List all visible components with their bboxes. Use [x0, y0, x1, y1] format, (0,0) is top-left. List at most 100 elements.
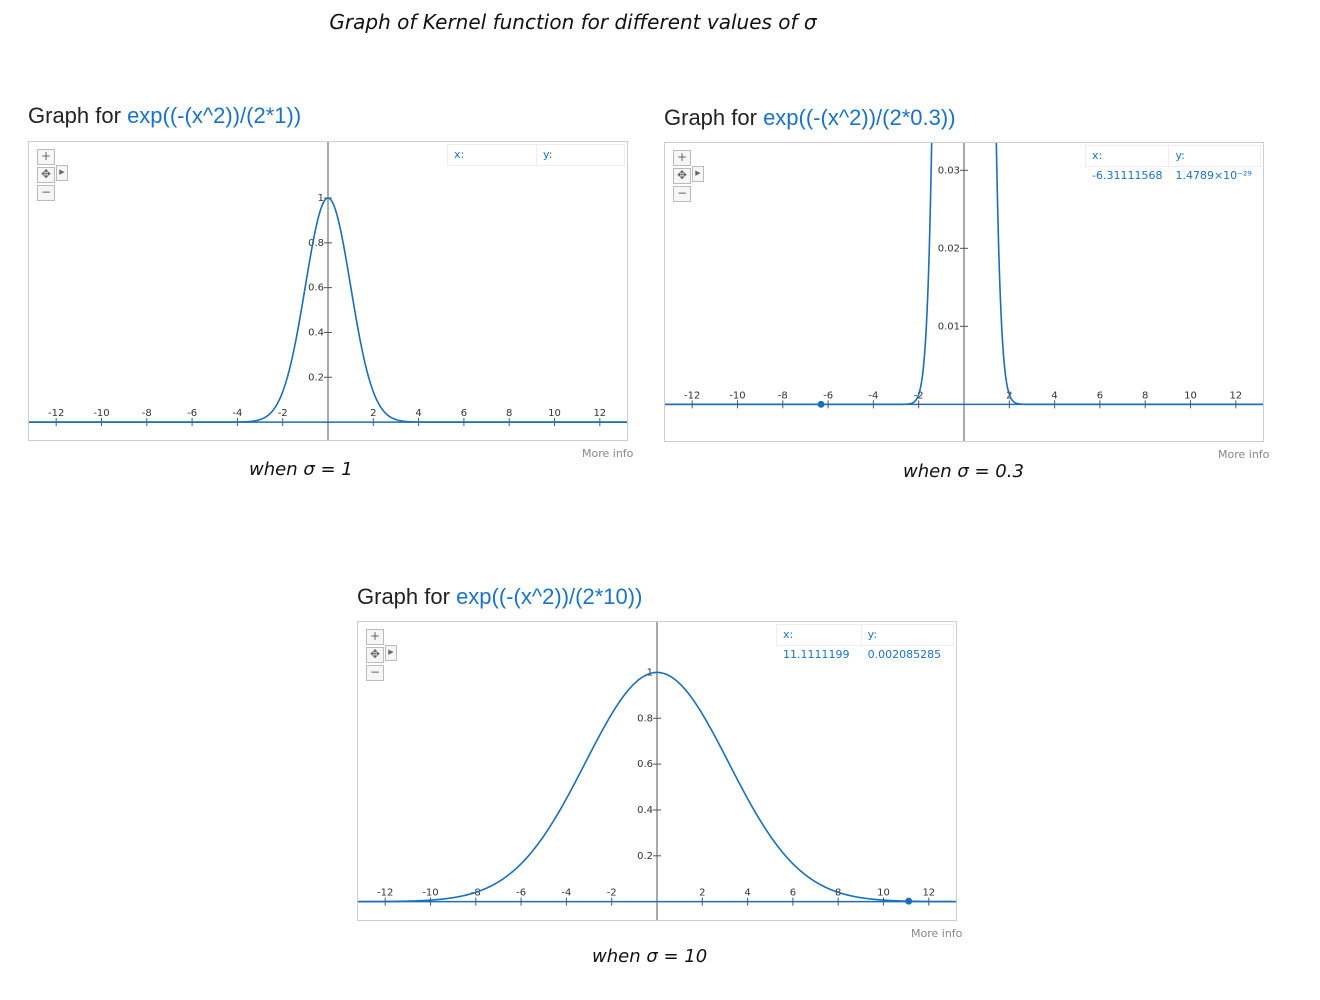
kernel-curve	[665, 143, 1263, 406]
y-tick-label: 1	[318, 193, 324, 204]
x-tick-label: 6	[461, 408, 467, 419]
x-tick-label: -12	[377, 888, 393, 899]
x-tick-label: -12	[48, 408, 64, 419]
x-tick-label: -4	[232, 408, 242, 419]
graph-title-prefix: Graph for	[357, 584, 450, 609]
x-tick-label: -10	[422, 888, 438, 899]
graph-panel-3[interactable]: -12 -10 -8 -6 -4 -2 2 4 6 8 10 12 0.2 0.4 0.6 0.8 1 + ✥ …	[357, 621, 957, 921]
plus-icon: +	[676, 150, 688, 164]
pan-button[interactable]: ✥	[673, 168, 691, 184]
zoom-out-button[interactable]: −	[366, 665, 384, 681]
graph-expression-link[interactable]: exp((-(x^2))/(2*10))	[456, 584, 643, 609]
x-tick-label: 8	[1142, 390, 1148, 401]
zoom-in-button[interactable]: +	[673, 150, 691, 166]
graph-title-prefix: Graph for	[28, 103, 121, 128]
y-tick-label: 0.4	[308, 327, 324, 338]
y-tick-label: 0.03	[938, 165, 960, 176]
graph-title-2: Graph for exp((-(x^2))/(2*0.3))	[664, 105, 956, 131]
x-tick-label: 10	[877, 888, 890, 899]
coordinate-readout: x: y:	[447, 144, 625, 166]
x-tick-label: -2	[278, 408, 288, 419]
plus-icon: +	[369, 629, 381, 643]
x-tick-label: -4	[561, 888, 571, 899]
zoom-controls: + ✥ ▶ −	[37, 149, 68, 203]
zoom-controls: + ✥ ▶ −	[673, 150, 704, 204]
graph-title-prefix: Graph for	[664, 105, 757, 130]
hover-marker	[817, 400, 825, 408]
graph-panel-2[interactable]: -12 -10 -8 -6 -4 -2 2 4 6 8 10 12 0.01 0.02 0.03 + ✥ ▶…	[664, 142, 1264, 442]
x-tick-label: 10	[548, 408, 561, 419]
x-tick-label: 12	[922, 888, 935, 899]
zoom-out-button[interactable]: −	[673, 186, 691, 202]
zoom-out-button[interactable]: −	[37, 185, 55, 201]
x-tick-label: -6	[187, 408, 197, 419]
move-icon: ✥	[676, 168, 688, 182]
coordinate-readout: x: -6.31111568 y: 1.4789×10⁻²⁹	[1085, 145, 1261, 182]
x-tick-label: 10	[1184, 390, 1197, 401]
chart-svg-3[interactable]: -12 -10 -8 -6 -4 -2 2 4 6 8 10 120.20.40.60.81	[358, 622, 956, 920]
x-tick-label: 4	[744, 888, 750, 899]
more-info-link[interactable]: More info	[911, 927, 963, 940]
graph-expression-link[interactable]: exp((-(x^2))/(2*0.3))	[763, 105, 956, 130]
y-tick-label: 0.2	[637, 851, 653, 862]
x-tick-label: -10	[729, 390, 745, 401]
readout-x: x: 11.1111199	[777, 625, 862, 661]
pan-button[interactable]: ✥	[37, 167, 55, 183]
y-tick-label: 0.01	[938, 321, 960, 332]
chevron-right-icon: ▶	[388, 649, 394, 656]
chart-svg-2[interactable]: -12 -10 -8 -6 -4 -2 2 4 6 8 10 120.010.020.03	[665, 143, 1263, 441]
readout-x: x: -6.31111568	[1086, 146, 1170, 182]
y-tick-label: 0.6	[308, 283, 324, 294]
zoom-controls: + ✥ ▶ −	[366, 629, 397, 683]
coordinate-readout: x: 11.1111199 y: 0.002085285	[776, 624, 954, 661]
graph-expression-link[interactable]: exp((-(x^2))/(2*1))	[127, 103, 302, 128]
caption-1: when σ = 1	[249, 459, 353, 480]
x-tick-label: -8	[778, 390, 788, 401]
x-tick-label: -12	[684, 390, 700, 401]
graph-title-1: Graph for exp((-(x^2))/(2*1))	[28, 103, 301, 129]
kernel-curve	[358, 671, 956, 903]
pan-menu-button[interactable]: ▶	[692, 166, 704, 182]
caption-3: when σ = 10	[592, 946, 708, 967]
y-tick-label: 0.6	[637, 759, 653, 770]
pan-menu-button[interactable]: ▶	[56, 165, 68, 181]
minus-icon: −	[369, 665, 381, 679]
readout-y: y: 1.4789×10⁻²⁹	[1175, 149, 1252, 182]
x-tick-label: 4	[415, 408, 421, 419]
x-tick-label: 4	[1051, 390, 1057, 401]
readout-y: y:	[543, 148, 553, 161]
x-tick-label: -4	[868, 390, 878, 401]
more-info-link[interactable]: More info	[1218, 448, 1270, 461]
pan-menu-button[interactable]: ▶	[385, 645, 397, 661]
more-info-link[interactable]: More info	[582, 447, 634, 460]
x-tick-label: -8	[142, 408, 152, 419]
pan-button[interactable]: ✥	[366, 647, 384, 663]
x-tick-label: -6	[823, 390, 833, 401]
x-tick-label: -2	[607, 888, 617, 899]
graph-panel-1[interactable]: -12 -10 -8 -6 -4 -2 2 4 6 8 10 12 0.2 0.4 0.6 0.8 1 + ✥ …	[28, 141, 628, 441]
minus-icon: −	[40, 185, 52, 199]
graph-title-3: Graph for exp((-(x^2))/(2*10))	[357, 584, 642, 610]
y-tick-label: 0.02	[938, 243, 960, 254]
caption-2: when σ = 0.3	[903, 461, 1024, 482]
x-tick-label: -6	[516, 888, 526, 899]
kernel-curve	[29, 197, 627, 423]
readout-x: x:	[448, 145, 537, 165]
y-tick-label: 0.4	[637, 805, 653, 816]
x-tick-label: 12	[1229, 390, 1242, 401]
x-tick-label: 6	[1097, 390, 1103, 401]
zoom-in-button[interactable]: +	[366, 629, 384, 645]
chart-svg-1[interactable]: -12 -10 -8 -6 -4 -2 2 4 6 8 10 12 0.2 0.4 0.6 0.8 1	[29, 142, 627, 440]
zoom-in-button[interactable]: +	[37, 149, 55, 165]
x-tick-label: 2	[370, 408, 376, 419]
hover-marker	[905, 897, 913, 905]
x-tick-label: 8	[506, 408, 512, 419]
x-tick-label: 12	[593, 408, 606, 419]
x-tick-label: 6	[790, 888, 796, 899]
chevron-right-icon: ▶	[59, 169, 65, 176]
move-icon: ✥	[40, 167, 52, 181]
readout-y: y: 0.002085285	[867, 628, 942, 661]
move-icon: ✥	[369, 647, 381, 661]
chevron-right-icon: ▶	[695, 170, 701, 177]
x-tick-label: -10	[93, 408, 109, 419]
